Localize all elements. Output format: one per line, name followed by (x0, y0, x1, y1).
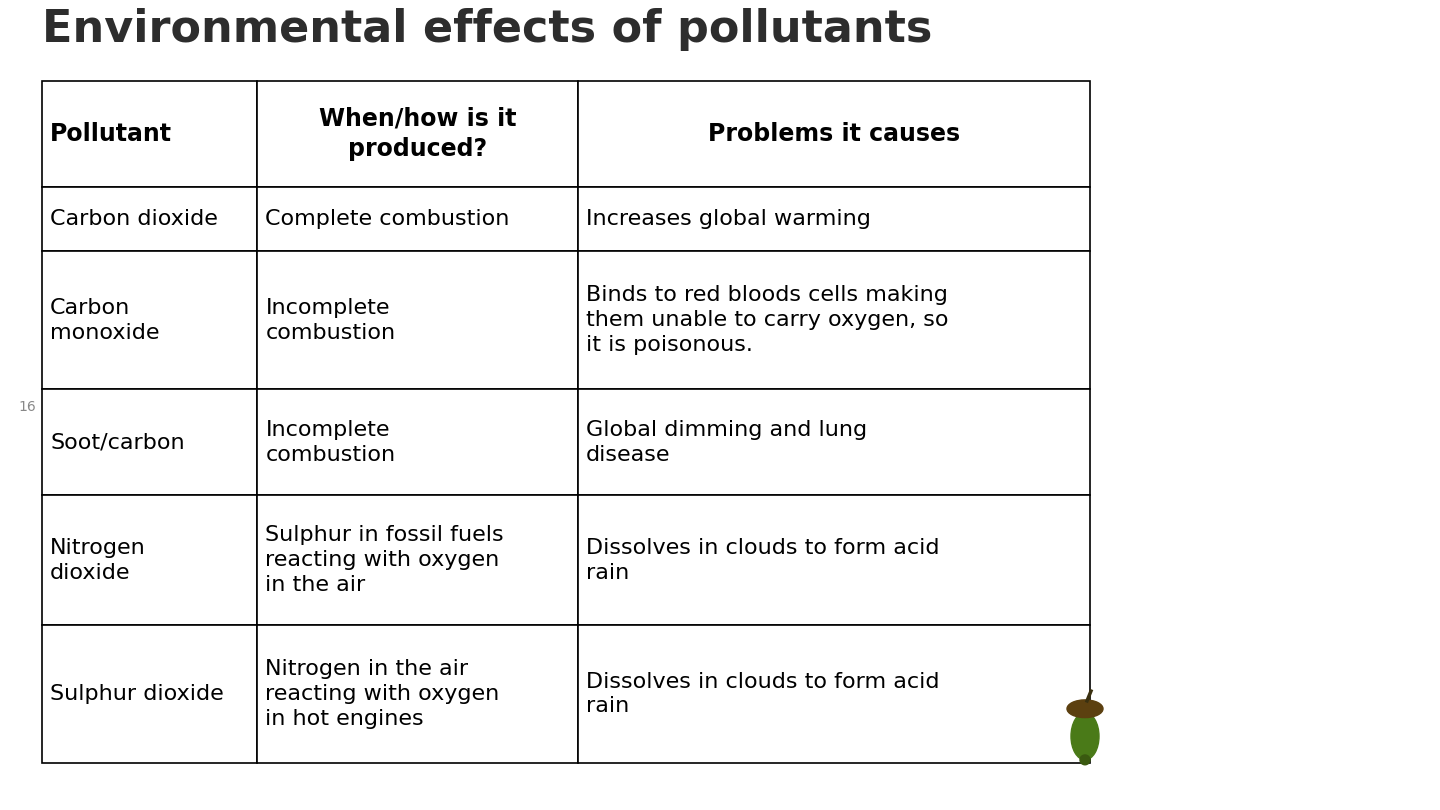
Text: Soot/carbon: Soot/carbon (50, 433, 184, 452)
Text: Environmental effects of pollutants: Environmental effects of pollutants (42, 8, 932, 51)
Text: When/how is it
produced?: When/how is it produced? (318, 107, 517, 160)
Bar (42, 80, 258, 187)
Bar (42, 495, 258, 625)
Ellipse shape (1071, 713, 1099, 760)
Text: Binds to red bloods cells making
them unable to carry oxygen, so
it is poisonous: Binds to red bloods cells making them un… (586, 285, 948, 355)
Bar (42, 187, 258, 251)
Text: Incomplete
combustion: Incomplete combustion (265, 298, 396, 343)
Text: Dissolves in clouds to form acid
rain: Dissolves in clouds to form acid rain (586, 671, 939, 716)
Bar (258, 625, 577, 763)
Text: Increases global warming: Increases global warming (586, 209, 871, 229)
Text: Nitrogen
dioxide: Nitrogen dioxide (50, 538, 145, 582)
Ellipse shape (1067, 700, 1103, 718)
Bar (258, 187, 577, 251)
Bar (577, 495, 1090, 625)
Bar (258, 251, 577, 389)
Ellipse shape (1080, 755, 1090, 765)
Text: Sulphur dioxide: Sulphur dioxide (50, 684, 223, 704)
Bar (577, 187, 1090, 251)
Bar (577, 80, 1090, 187)
Text: Carbon
monoxide: Carbon monoxide (50, 298, 160, 343)
Bar (258, 80, 577, 187)
Bar (42, 389, 258, 495)
Text: Problems it causes: Problems it causes (707, 122, 960, 146)
Text: Global dimming and lung
disease: Global dimming and lung disease (586, 420, 867, 465)
Text: Pollutant: Pollutant (50, 122, 171, 146)
Bar (42, 251, 258, 389)
Text: Carbon dioxide: Carbon dioxide (50, 209, 217, 229)
Text: Complete combustion: Complete combustion (265, 209, 510, 229)
Bar (258, 389, 577, 495)
Text: Dissolves in clouds to form acid
rain: Dissolves in clouds to form acid rain (586, 538, 939, 582)
Bar (258, 495, 577, 625)
Bar (577, 625, 1090, 763)
Bar (42, 625, 258, 763)
Text: Incomplete
combustion: Incomplete combustion (265, 420, 396, 465)
Bar (577, 389, 1090, 495)
Text: Nitrogen in the air
reacting with oxygen
in hot engines: Nitrogen in the air reacting with oxygen… (265, 659, 500, 729)
Text: Sulphur in fossil fuels
reacting with oxygen
in the air: Sulphur in fossil fuels reacting with ox… (265, 526, 504, 595)
Text: 16: 16 (17, 400, 36, 414)
Bar (577, 251, 1090, 389)
